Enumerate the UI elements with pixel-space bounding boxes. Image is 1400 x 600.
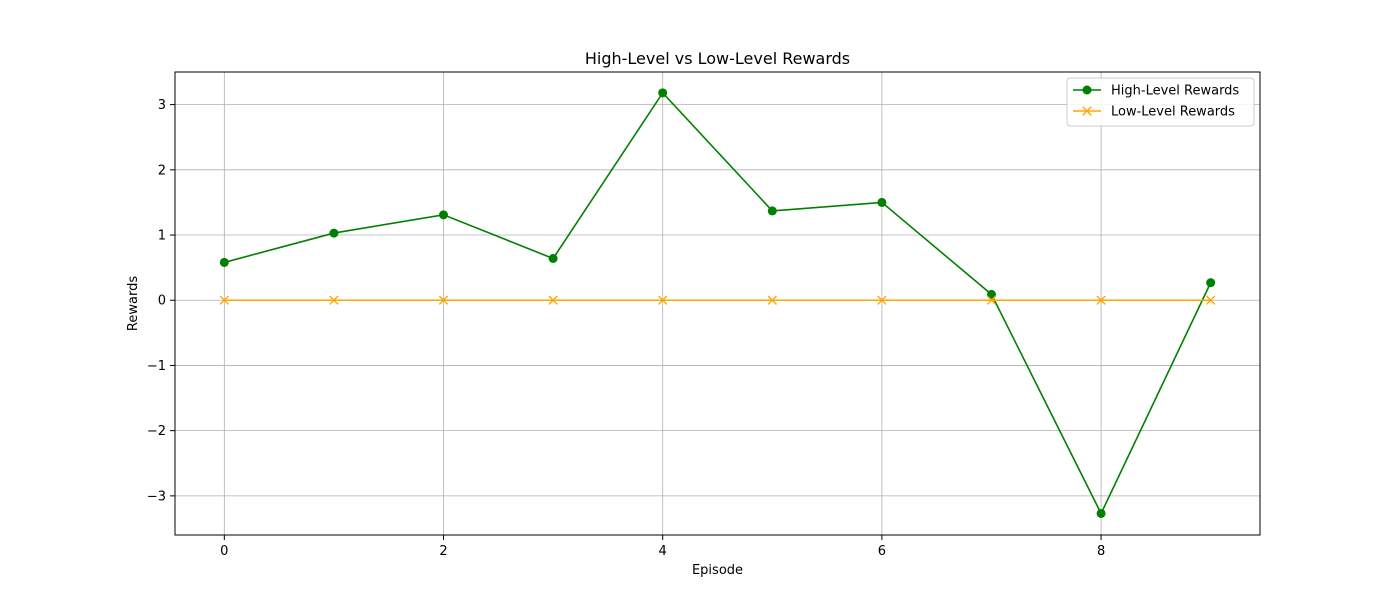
series-1 [219,295,1216,305]
data-point [219,295,230,305]
data-point [877,197,887,207]
data-point [1205,295,1216,305]
series-line [224,91,1212,516]
y-axis-title: Rewards [126,276,141,331]
x-tick-label: 4 [659,544,667,559]
axis-ticks: 0 2 4 6 8 −3 −2 −1 0 1 2 3 [147,98,1105,559]
plot-frame [174,71,1261,536]
data-point [329,228,339,238]
y-tick-label: 3 [158,98,166,113]
data-point [439,210,449,220]
y-tick-label: −3 [147,489,166,504]
data-point [658,295,668,305]
x-tick-label: 2 [439,544,447,559]
legend: High-Level Rewards Low-Level Rewards [1066,77,1255,127]
legend-label: High-Level Rewards [1111,84,1239,99]
data-point [219,257,229,267]
data-point [658,88,668,98]
series-0 [219,88,1216,518]
data-point [767,295,777,305]
data-point [1096,295,1106,305]
y-tick-label: −1 [147,359,166,374]
data-point [986,289,996,299]
legend-item: High-Level Rewards [1073,84,1239,99]
y-tick-label: 1 [158,229,166,244]
data-point [548,295,558,305]
legend-label: Low-Level Rewards [1111,105,1235,120]
data-point [548,254,558,264]
legend-item: Low-Level Rewards [1073,105,1235,120]
chart-title: High-Level vs Low-Level Rewards [585,49,850,68]
x-axis-title: Episode [692,563,743,578]
data-point [986,295,997,305]
series-layer [219,88,1216,518]
data-point [877,295,887,305]
legend-box [1066,77,1255,127]
y-tick-label: 0 [158,294,166,309]
x-marker [1082,106,1092,116]
y-tick-label: −2 [147,424,166,439]
data-point [1096,508,1106,518]
data-point [767,206,777,216]
y-tick-label: 2 [158,163,166,178]
x-tick-label: 0 [220,544,228,559]
data-point [1206,278,1216,288]
x-tick-label: 8 [1097,544,1105,559]
x-tick-label: 6 [878,544,886,559]
data-point [438,295,449,305]
circle-marker [1082,85,1092,95]
data-point [329,295,339,305]
